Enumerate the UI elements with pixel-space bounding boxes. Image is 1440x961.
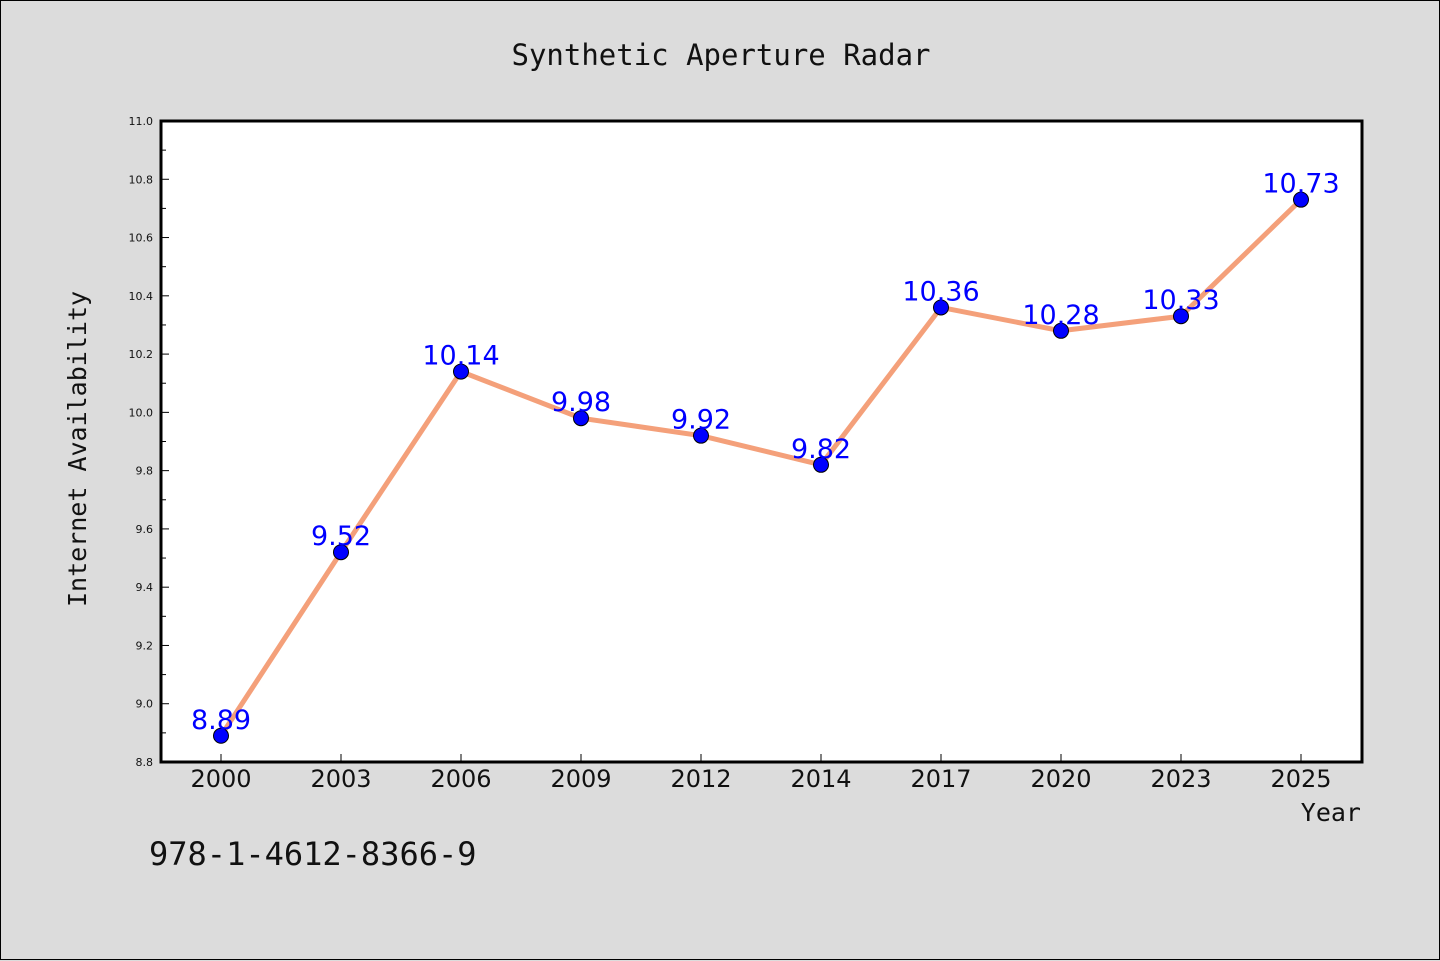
- data-point: [1293, 191, 1309, 208]
- data-point: [813, 456, 829, 473]
- x-tick-label: 2000: [190, 765, 251, 793]
- data-label: 9.92: [671, 405, 731, 436]
- data-label: 8.89: [191, 705, 251, 736]
- data-point: [693, 427, 709, 444]
- data-point: [573, 410, 589, 427]
- y-axis-label: Internet Availability: [63, 291, 92, 607]
- x-tick-label: 2017: [910, 765, 971, 793]
- chart-title: Synthetic Aperture Radar: [511, 38, 930, 72]
- y-tick-label: 8.8: [136, 756, 154, 769]
- y-tick-label: 10.0: [129, 406, 154, 419]
- data-label: 10.36: [902, 276, 979, 307]
- data-point: [1173, 308, 1189, 325]
- plot-area: [161, 121, 1362, 762]
- x-axis: 2000 2003 2006 2009 2012 2014 2017 2020 2023 2025: [190, 754, 1332, 793]
- data-label: 9.82: [791, 434, 851, 465]
- data-point: [1053, 322, 1069, 339]
- plot-border: [159, 119, 1364, 764]
- y-tick-label: 10.6: [129, 232, 154, 245]
- x-tick-label: 2020: [1030, 765, 1091, 793]
- x-tick-label: 2023: [1150, 765, 1211, 793]
- data-point: [333, 544, 349, 561]
- data-label: 10.33: [1142, 285, 1219, 316]
- isbn-text: 978-1-4612-8366-9: [149, 835, 477, 873]
- x-axis-label: Year: [1301, 798, 1361, 827]
- y-tick-label: 10.4: [129, 290, 154, 303]
- x-tick-label: 2025: [1270, 765, 1331, 793]
- y-tick-label: 9.6: [136, 523, 154, 536]
- data-point: [453, 363, 469, 380]
- data-point: [213, 727, 229, 744]
- y-axis: 8.8 9.0 9.2 9.4 9.6 9.8 10.0 10.2 10.4 10.6 10.8 11…: [129, 115, 169, 769]
- data-labels: 8.89 9.52 10.14 9.98 9.92 9.82 10.36 10.28 10.33…: [191, 169, 1340, 736]
- x-tick-label: 2006: [430, 765, 491, 793]
- y-tick-label: 9.4: [136, 581, 154, 594]
- x-tick-label: 2009: [550, 765, 611, 793]
- data-label: 10.28: [1022, 300, 1099, 331]
- data-point: [933, 299, 949, 316]
- series-markers: [213, 191, 1309, 744]
- data-label: 9.98: [551, 387, 611, 418]
- y-tick-label: 10.8: [129, 173, 154, 186]
- data-label: 10.73: [1262, 169, 1339, 200]
- y-tick-label: 10.2: [129, 348, 154, 361]
- data-label: 9.52: [311, 521, 371, 552]
- y-tick-label: 9.2: [136, 639, 154, 652]
- y-tick-label: 9.8: [136, 465, 154, 478]
- data-label: 10.14: [422, 341, 499, 372]
- series-line: [218, 197, 1303, 738]
- x-tick-label: 2003: [310, 765, 371, 793]
- y-tick-label: 11.0: [129, 115, 154, 128]
- x-tick-label: 2014: [790, 765, 851, 793]
- y-tick-label: 9.0: [136, 698, 154, 711]
- x-tick-label: 2012: [670, 765, 731, 793]
